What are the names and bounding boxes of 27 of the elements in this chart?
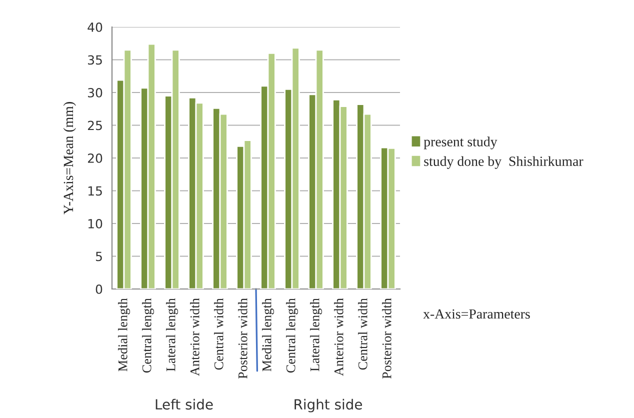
legend-label: study done by Shishirkumar [424, 156, 584, 169]
legend-label: present study [424, 136, 498, 150]
x-tick-label: Central width [214, 298, 224, 370]
x-tick-label: Lateral length [166, 298, 178, 372]
x-tick-label: Medial length [262, 298, 274, 372]
x-tick-label: Posterior width [382, 298, 392, 379]
text: Left side [156, 398, 213, 410]
x-tick-label: Central length [142, 298, 154, 373]
y-tick-label: 35 [88, 55, 102, 65]
y-tick-label: 0 [96, 284, 102, 294]
text: Right side [294, 398, 362, 412]
y-tick-label: 40 [88, 22, 102, 32]
x-tick-label: Anterior width [334, 298, 344, 376]
y-tick-label: 5 [96, 252, 102, 262]
x-tick-label: Anterior width [190, 298, 200, 376]
x-tick-label: Central length [286, 298, 298, 373]
text: x-Axis=Parameters [423, 309, 530, 319]
x-tick-label: Central width [358, 298, 368, 370]
x-tick-label: Posterior width [238, 298, 248, 379]
y-tick-label: 10 [88, 218, 102, 228]
y-tick-label: 15 [88, 186, 102, 196]
y-tick-label: 20 [88, 153, 102, 163]
y-axis-title: Y-Axis=Mean (mm) [63, 102, 76, 214]
y-tick-label: 30 [88, 88, 102, 98]
y-tick-label: 25 [88, 120, 102, 130]
x-tick-label: Lateral length [310, 298, 322, 372]
x-tick-label: Medial length [118, 298, 130, 372]
